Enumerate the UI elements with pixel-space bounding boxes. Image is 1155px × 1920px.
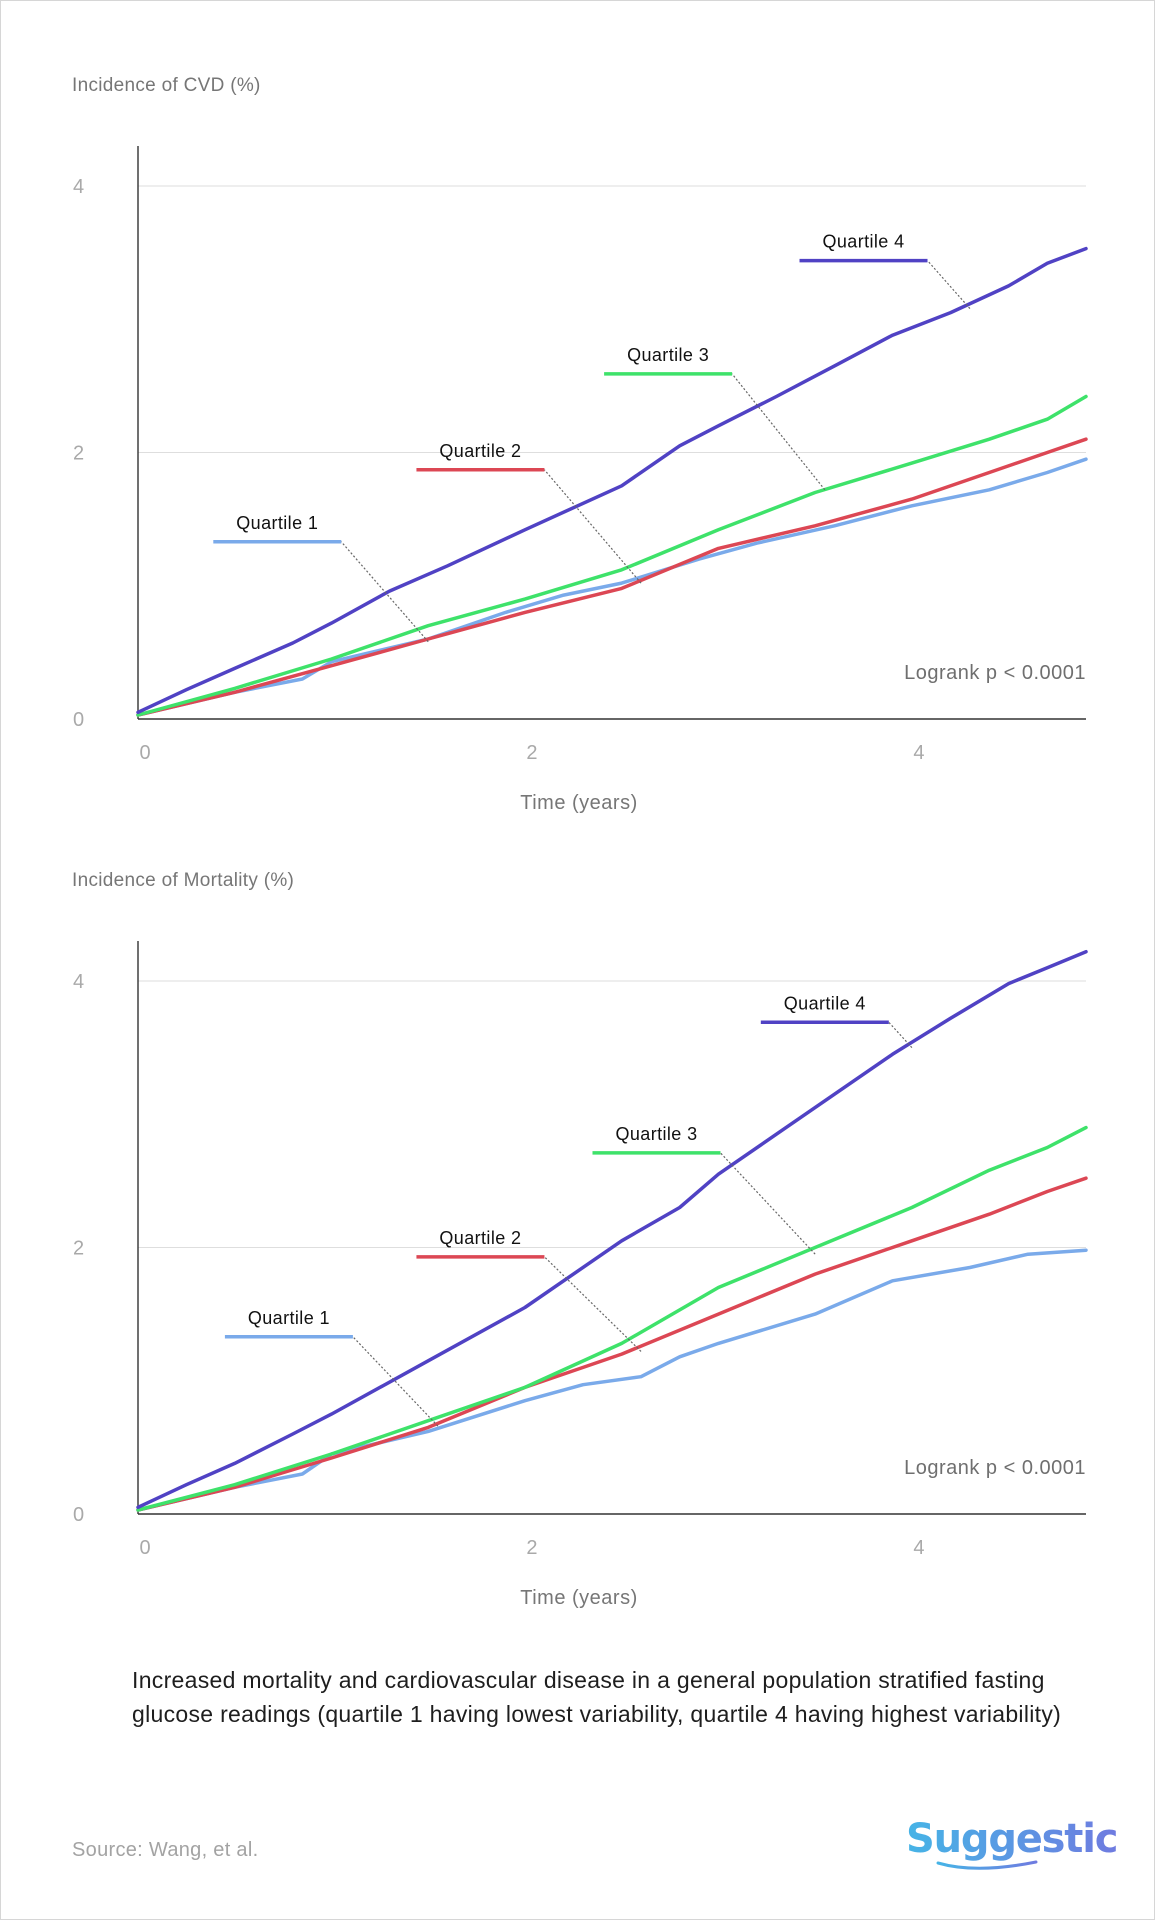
brand-name: Suggestic — [906, 1816, 1118, 1862]
series-line-quartile-3 — [136, 1125, 1088, 1512]
cvd-chart-plot: 0 2 4 0 2 4 Time (years) Logrank p < 0.0001 Quar… — [73, 146, 1088, 814]
y-tick-label: 0 — [73, 1504, 84, 1526]
series-line-quartile-1 — [136, 1248, 1088, 1512]
series-label: Quartile 2 — [439, 1228, 521, 1248]
series-label: Quartile 4 — [822, 232, 904, 252]
x-tick-label: 2 — [526, 742, 537, 764]
leader-line — [927, 260, 971, 309]
logrank-annotation: Logrank p < 0.0001 — [904, 662, 1086, 684]
figure-caption: Increased mortality and cardiovascular d… — [132, 1667, 1062, 1727]
series-line-quartile-4 — [136, 949, 1088, 1510]
series-line-quartile-1 — [136, 457, 1088, 717]
leader-line — [888, 1021, 913, 1049]
x-axis-title: Time (years) — [520, 792, 637, 814]
series-label: Quartile 3 — [615, 1124, 697, 1144]
y-axis-title: Incidence of CVD (%) — [72, 75, 261, 96]
suggestic-logo: Suggestic — [906, 1816, 1118, 1876]
y-tick-label: 4 — [73, 971, 84, 993]
series-line-quartile-2 — [136, 437, 1088, 717]
mortality-chart: Incidence of Mortality (%) 0 2 4 0 2 4 Time (y… — [1, 796, 1154, 1609]
x-tick-label: 4 — [913, 1537, 924, 1559]
y-tick-label: 2 — [73, 442, 84, 464]
series-label: Quartile 1 — [236, 513, 318, 533]
x-axis-title: Time (years) — [520, 1587, 637, 1609]
y-tick-label: 0 — [73, 709, 84, 731]
y-tick-label: 2 — [73, 1237, 84, 1259]
mortality-chart-plot: 0 2 4 0 2 4 Time (years) Logrank p < 0.0001 Quar… — [73, 941, 1088, 1609]
series-label: Quartile 2 — [439, 441, 521, 461]
series-line-quartile-4 — [136, 246, 1088, 715]
source-citation: Source: Wang, et al. — [72, 1839, 259, 1861]
leader-line — [720, 1152, 816, 1255]
x-tick-label: 0 — [139, 1537, 150, 1559]
series-line-quartile-3 — [136, 394, 1088, 717]
leader-line — [731, 373, 826, 491]
y-tick-label: 4 — [73, 176, 84, 198]
leader-line — [352, 1336, 439, 1427]
series-line-quartile-2 — [136, 1176, 1088, 1512]
y-axis-title: Incidence of Mortality (%) — [72, 870, 295, 891]
leader-line — [543, 469, 642, 584]
series-label: Quartile 1 — [248, 1308, 330, 1328]
x-tick-label: 2 — [526, 1537, 537, 1559]
series-label: Quartile 4 — [784, 993, 866, 1013]
x-tick-label: 0 — [139, 742, 150, 764]
series-label: Quartile 3 — [627, 345, 709, 365]
logo-swoosh-icon — [936, 1860, 1038, 1870]
x-tick-label: 4 — [913, 742, 924, 764]
cvd-chart: Incidence of CVD (%) 0 2 4 0 2 4 Time (years) L… — [1, 1, 1154, 814]
logrank-annotation: Logrank p < 0.0001 — [904, 1457, 1086, 1479]
leader-line — [544, 1256, 642, 1352]
